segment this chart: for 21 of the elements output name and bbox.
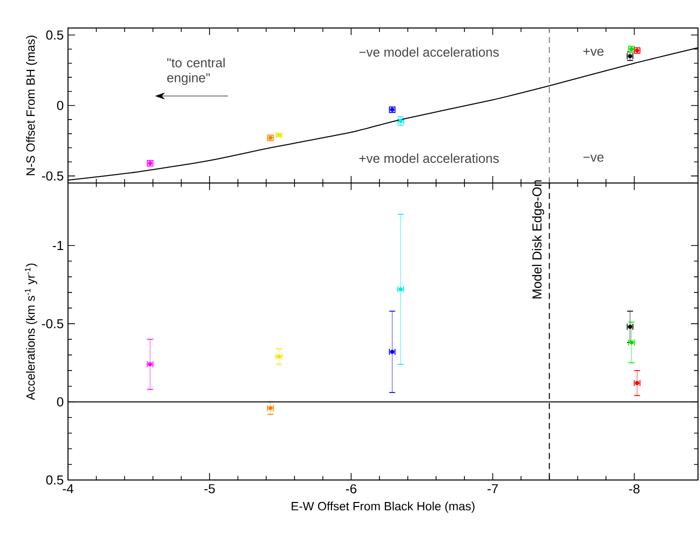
x-axis-title: E-W Offset From Black Hole (mas) xyxy=(292,502,474,513)
x-tick-label: -4 xyxy=(62,484,74,494)
annotation: −ve model accelerations xyxy=(359,47,499,57)
annotation: −ve xyxy=(583,154,604,162)
annotation: +ve model accelerations xyxy=(359,153,499,163)
y-axis-title: N-S Offset From BH (mas) xyxy=(26,36,38,176)
ref-line-label: Model Disk Edge-On xyxy=(532,180,544,298)
y-tick-label: 0.5 xyxy=(46,475,64,485)
y-tick-label: -0.5 xyxy=(42,171,64,181)
annotation: +ve xyxy=(583,48,604,56)
y-tick-label: 0.5 xyxy=(46,30,64,40)
y-tick-label: 0 xyxy=(57,100,64,110)
annotation: "to central engine" xyxy=(167,58,225,85)
y-tick-label: -1 xyxy=(52,241,64,250)
x-tick-label: -7 xyxy=(488,484,498,494)
y-axis-title: Accelerations (km s$^{-1}$ yr$^{-1}$) xyxy=(24,264,38,400)
x-tick-label: -6 xyxy=(346,484,356,494)
x-tick-label: -5 xyxy=(204,484,215,494)
y-tick-label: -0.5 xyxy=(42,319,64,328)
x-tick-label: -8 xyxy=(629,484,640,494)
y-tick-label: 0 xyxy=(57,397,64,406)
